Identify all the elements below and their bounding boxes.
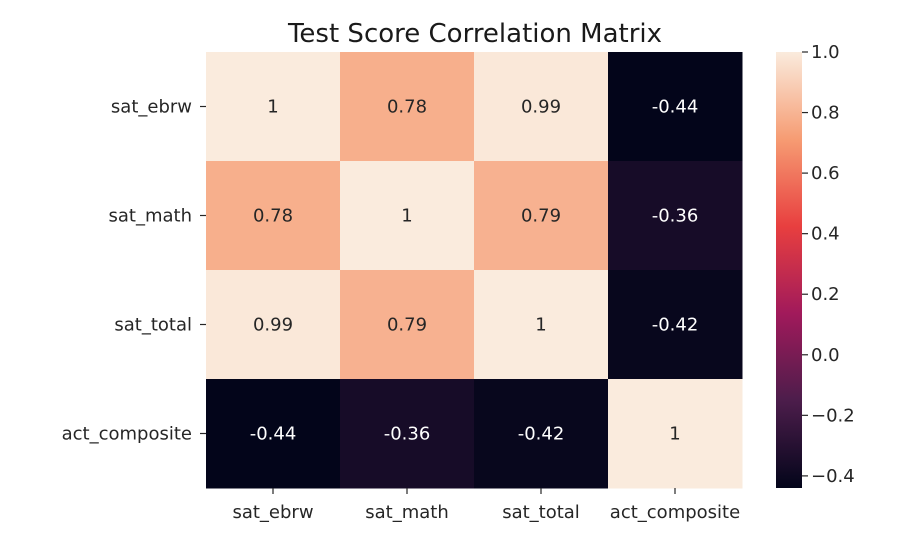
heatmap-cell — [340, 161, 475, 271]
heatmap-cell — [474, 379, 609, 489]
heatmap-cell — [340, 270, 475, 380]
cell-value-label: 0.78 — [387, 97, 427, 118]
cell-value-label: 0.99 — [253, 315, 293, 336]
cell-value-label: 0.79 — [521, 206, 561, 227]
colorbar-gradient — [776, 52, 802, 488]
heatmap-cell — [340, 379, 475, 489]
cell-value-label: 1 — [535, 315, 546, 336]
heatmap-cell — [340, 52, 475, 162]
cell-value-label: -0.42 — [518, 424, 565, 445]
cell-value-label: 1 — [267, 97, 278, 118]
heatmap-cell — [608, 270, 743, 380]
x-tick-label: sat_math — [365, 502, 449, 523]
colorbar-tick-label: 0.6 — [811, 163, 840, 184]
heatmap-cell — [608, 52, 743, 162]
colorbar-tick-label: −0.4 — [811, 466, 855, 487]
heatmap-cell — [206, 270, 341, 380]
colorbar-tick-label: 0.4 — [811, 224, 840, 245]
y-axis: sat_ebrw sat_math sat_total act_composite — [62, 97, 206, 445]
cell-value-label: 0.79 — [387, 315, 427, 336]
x-tick-label: act_composite — [610, 502, 740, 523]
cell-value-label: -0.44 — [652, 97, 699, 118]
heatmap-cell — [206, 161, 341, 271]
chart-title: Test Score Correlation Matrix — [287, 19, 662, 49]
cell-value-label: -0.42 — [652, 315, 699, 336]
heatmap-cell — [474, 270, 609, 380]
colorbar: 1.0 0.8 0.6 0.4 0.2 0.0 −0.2 −0.4 — [776, 42, 855, 488]
colorbar-tick-label: 0.0 — [811, 345, 840, 366]
heatmap-cell — [474, 52, 609, 162]
cell-value-label: -0.36 — [384, 424, 431, 445]
cell-value-label: 1 — [669, 424, 680, 445]
heatmap-cell — [474, 161, 609, 271]
x-tick-label: sat_total — [502, 502, 580, 523]
heatmap-cell — [206, 379, 341, 489]
y-tick-label: act_composite — [62, 424, 192, 445]
cell-value-label: 0.78 — [253, 206, 293, 227]
y-tick-label: sat_total — [114, 315, 192, 336]
cell-value-label: 0.99 — [521, 97, 561, 118]
heatmap-cell — [206, 52, 341, 162]
cell-value-label: -0.44 — [250, 424, 297, 445]
colorbar-tick-label: −0.2 — [811, 405, 855, 426]
y-tick-label: sat_ebrw — [111, 97, 192, 118]
cell-value-label: -0.36 — [652, 206, 699, 227]
heatmap-cell — [608, 379, 743, 489]
heatmap-cell — [608, 161, 743, 271]
x-axis: sat_ebrw sat_math sat_total act_composite — [232, 488, 740, 523]
y-tick-label: sat_math — [109, 206, 193, 227]
colorbar-tick-label: 0.8 — [811, 103, 840, 124]
colorbar-tick-label: 1.0 — [811, 42, 840, 63]
heatmap-cells: 1 0.78 0.99 -0.44 0.78 1 0.79 -0.36 0.99 0.79 1 -0.… — [206, 52, 743, 489]
colorbar-tick-label: 0.2 — [811, 284, 840, 305]
cell-value-label: 1 — [401, 206, 412, 227]
x-tick-label: sat_ebrw — [232, 502, 313, 523]
